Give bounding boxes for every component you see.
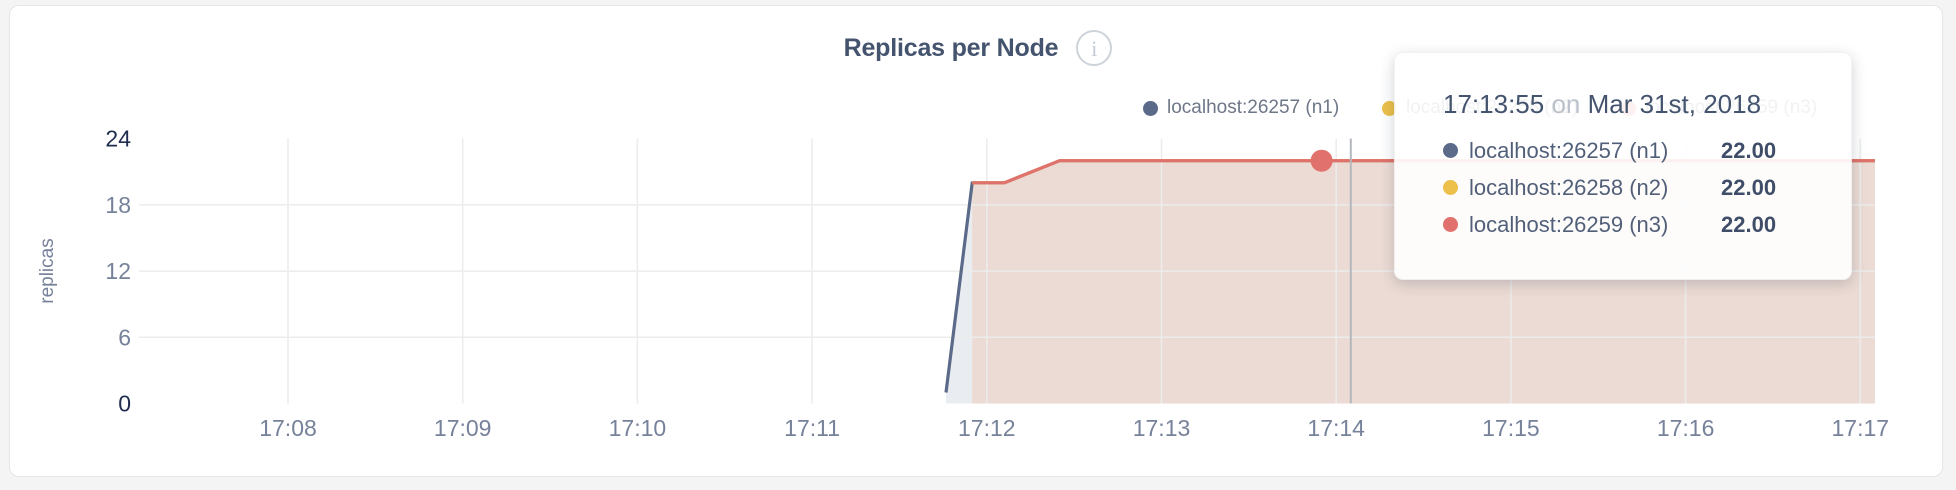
hover-tooltip: 17:13:55 on Mar 31st, 2018 localhost:262… xyxy=(1394,52,1852,280)
y-axis-tick-label: 24 xyxy=(105,126,131,152)
y-axis-title: replicas xyxy=(37,238,58,303)
tooltip-series-value: 22.00 xyxy=(1721,137,1777,163)
tooltip-rows: localhost:26257 (n1) 22.00 localhost:262… xyxy=(1443,132,1827,243)
legend-dot-icon xyxy=(1143,100,1158,116)
x-axis-tick-label: 17:15 xyxy=(1482,415,1540,441)
x-axis-tick-label: 17:11 xyxy=(784,415,840,441)
x-axis-tick-label: 17:10 xyxy=(609,415,667,441)
legend-item-n1[interactable]: localhost:26257 (n1) xyxy=(1143,97,1339,119)
chart-title: Replicas per Node xyxy=(843,33,1059,62)
x-axis-tick-label: 17:16 xyxy=(1657,415,1715,441)
tooltip-series-label: localhost:26259 (n3) xyxy=(1469,211,1669,237)
legend-label: localhost:26257 (n1) xyxy=(1167,97,1340,118)
info-icon[interactable]: i xyxy=(1076,30,1113,66)
tooltip-header: 17:13:55 on Mar 31st, 2018 xyxy=(1443,89,1827,120)
y-axis-tick-label: 0 xyxy=(118,391,131,417)
tooltip-on-word: on xyxy=(1551,89,1581,119)
legend-dot-icon xyxy=(1382,100,1397,116)
x-axis-tick-label: 17:13 xyxy=(1133,415,1191,441)
tooltip-row-n2: localhost:26258 (n2) 22.00 xyxy=(1443,169,1827,206)
chart-header: Replicas per Node i xyxy=(0,30,1956,66)
y-axis-tick-label: 6 xyxy=(118,324,131,350)
tooltip-date: Mar 31st, 2018 xyxy=(1587,89,1762,119)
hover-point-dot xyxy=(1310,149,1333,172)
x-axis-tick-label: 17:09 xyxy=(434,415,492,441)
series-dot-icon xyxy=(1443,143,1458,158)
y-axis-tick-label: 18 xyxy=(105,192,131,218)
x-axis-tick-label: 17:08 xyxy=(259,415,317,441)
tooltip-time: 17:13:55 xyxy=(1443,89,1545,119)
tooltip-series-label: localhost:26258 (n2) xyxy=(1469,174,1669,200)
tooltip-series-value: 22.00 xyxy=(1721,211,1777,237)
tooltip-row-n3: localhost:26259 (n3) 22.00 xyxy=(1443,206,1827,243)
y-axis-tick-label: 12 xyxy=(105,258,131,284)
x-axis-tick-label: 17:14 xyxy=(1307,415,1365,441)
x-axis-tick-label: 17:17 xyxy=(1832,415,1890,441)
tooltip-series-value: 22.00 xyxy=(1721,174,1777,200)
tooltip-series-label: localhost:26257 (n1) xyxy=(1469,137,1669,163)
series-dot-icon xyxy=(1443,217,1458,232)
tooltip-row-n1: localhost:26257 (n1) 22.00 xyxy=(1443,132,1827,169)
series-dot-icon xyxy=(1443,180,1458,195)
x-axis-tick-label: 17:12 xyxy=(958,415,1016,441)
